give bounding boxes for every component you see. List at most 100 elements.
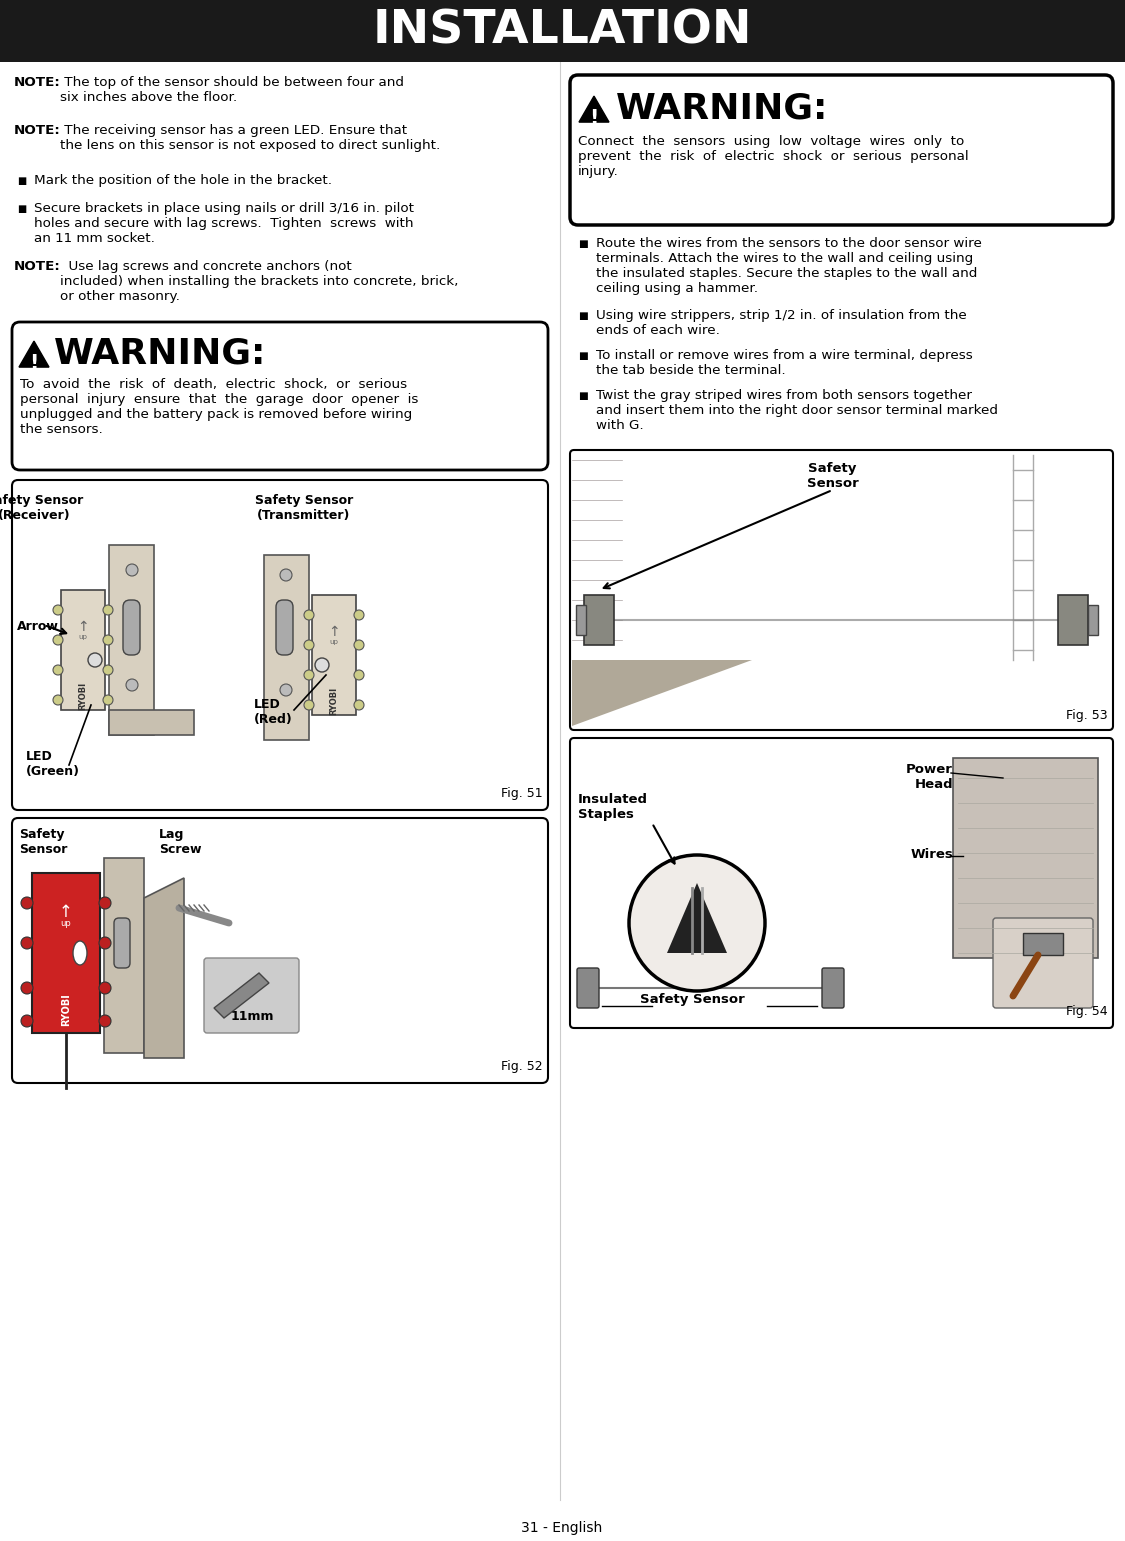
Text: To install or remove wires from a wire terminal, depress
the tab beside the term: To install or remove wires from a wire t… <box>596 348 973 378</box>
Text: ■: ■ <box>17 203 26 214</box>
Bar <box>1058 595 1088 646</box>
Circle shape <box>99 897 111 909</box>
Text: NOTE:: NOTE: <box>14 76 61 89</box>
Text: RYOBI: RYOBI <box>79 683 88 710</box>
Circle shape <box>104 695 112 704</box>
Circle shape <box>21 982 33 994</box>
Circle shape <box>304 670 314 680</box>
Bar <box>572 740 1113 1026</box>
Text: NOTE:: NOTE: <box>14 260 61 273</box>
Text: Wires: Wires <box>910 848 953 861</box>
Text: !: ! <box>29 354 38 374</box>
Text: Insulated
Staples: Insulated Staples <box>578 794 648 821</box>
Text: INSTALLATION: INSTALLATION <box>372 9 752 54</box>
Text: Twist the gray striped wires from both sensors together
and insert them into the: Twist the gray striped wires from both s… <box>596 388 998 431</box>
Text: ■: ■ <box>578 391 587 401</box>
Circle shape <box>304 700 314 710</box>
Circle shape <box>304 610 314 619</box>
Text: ■: ■ <box>578 351 587 361</box>
Bar <box>576 606 586 635</box>
Text: Use lag screws and concrete anchors (not
included) when installing the brackets : Use lag screws and concrete anchors (not… <box>60 260 459 304</box>
FancyBboxPatch shape <box>570 76 1113 225</box>
Text: Connect  the  sensors  using  low  voltage  wires  only  to
prevent  the  risk  : Connect the sensors using low voltage wi… <box>578 136 969 179</box>
Text: Safety Sensor: Safety Sensor <box>640 992 745 1006</box>
Text: Fig. 52: Fig. 52 <box>502 1060 543 1073</box>
Polygon shape <box>109 546 154 735</box>
Bar <box>953 758 1098 959</box>
Text: Fig. 53: Fig. 53 <box>1066 709 1108 723</box>
Text: !: ! <box>590 109 598 129</box>
Text: Fig. 51: Fig. 51 <box>502 787 543 800</box>
Text: WARNING:: WARNING: <box>54 336 267 370</box>
Text: To  avoid  the  risk  of  death,  electric  shock,  or  serious
personal  injury: To avoid the risk of death, electric sho… <box>20 378 418 436</box>
Circle shape <box>99 982 111 994</box>
Text: Safety Sensor
(Transmitter): Safety Sensor (Transmitter) <box>255 495 353 522</box>
Text: 11mm: 11mm <box>231 1009 273 1023</box>
Text: RYOBI: RYOBI <box>330 687 339 715</box>
Bar <box>15 820 546 1080</box>
Bar <box>61 590 105 710</box>
Circle shape <box>53 635 63 646</box>
Text: 31 - English: 31 - English <box>521 1521 603 1535</box>
Bar <box>312 595 356 715</box>
Polygon shape <box>579 96 609 122</box>
Text: ■: ■ <box>578 311 587 321</box>
Text: ↑: ↑ <box>328 626 340 640</box>
Polygon shape <box>667 883 727 952</box>
Circle shape <box>629 855 765 991</box>
Bar <box>572 660 1113 727</box>
Circle shape <box>53 666 63 675</box>
Text: Mark the position of the hole in the bracket.: Mark the position of the hole in the bra… <box>34 174 332 186</box>
Polygon shape <box>264 555 309 740</box>
Circle shape <box>99 937 111 949</box>
Text: ■: ■ <box>17 176 26 186</box>
Text: Secure brackets in place using nails or drill 3/16 in. pilot
holes and secure wi: Secure brackets in place using nails or … <box>34 202 414 245</box>
Circle shape <box>354 700 364 710</box>
Circle shape <box>21 897 33 909</box>
FancyBboxPatch shape <box>570 738 1113 1028</box>
Circle shape <box>354 670 364 680</box>
Circle shape <box>280 569 292 581</box>
Bar <box>1023 932 1063 955</box>
Bar <box>584 595 614 646</box>
FancyBboxPatch shape <box>12 479 548 811</box>
Polygon shape <box>19 341 50 367</box>
Circle shape <box>53 606 63 615</box>
Text: WARNING:: WARNING: <box>616 91 828 125</box>
Polygon shape <box>214 972 269 1019</box>
Text: Lag
Screw: Lag Screw <box>159 828 201 855</box>
FancyBboxPatch shape <box>204 959 299 1032</box>
Circle shape <box>354 610 364 619</box>
FancyBboxPatch shape <box>822 968 844 1008</box>
FancyBboxPatch shape <box>123 599 140 655</box>
FancyBboxPatch shape <box>12 818 548 1083</box>
Text: Safety Sensor
(Receiver): Safety Sensor (Receiver) <box>0 495 83 522</box>
Bar <box>0 0 1125 62</box>
Polygon shape <box>144 878 184 1059</box>
Circle shape <box>126 564 138 576</box>
FancyBboxPatch shape <box>276 599 292 655</box>
Text: Safety
Sensor: Safety Sensor <box>807 462 858 490</box>
Bar <box>104 858 144 1053</box>
Text: up: up <box>61 918 71 928</box>
Circle shape <box>99 1016 111 1026</box>
Text: LED
(Red): LED (Red) <box>254 698 292 726</box>
Circle shape <box>304 640 314 650</box>
Text: RYOBI: RYOBI <box>61 992 71 1026</box>
Circle shape <box>280 684 292 697</box>
Bar <box>1088 606 1098 635</box>
Polygon shape <box>109 710 194 735</box>
Circle shape <box>104 635 112 646</box>
Polygon shape <box>572 660 752 726</box>
Text: Fig. 54: Fig. 54 <box>1066 1005 1108 1019</box>
Text: Safety
Sensor: Safety Sensor <box>19 828 68 855</box>
Text: ■: ■ <box>578 239 587 250</box>
Bar <box>32 874 100 1032</box>
Text: ↑: ↑ <box>60 903 73 922</box>
Bar <box>572 452 622 727</box>
Text: The receiving sensor has a green LED. Ensure that
the lens on this sensor is not: The receiving sensor has a green LED. En… <box>60 123 440 153</box>
Text: ↑: ↑ <box>78 619 89 633</box>
Bar <box>572 452 1113 727</box>
Text: LED
(Green): LED (Green) <box>26 750 80 778</box>
FancyBboxPatch shape <box>12 322 548 470</box>
